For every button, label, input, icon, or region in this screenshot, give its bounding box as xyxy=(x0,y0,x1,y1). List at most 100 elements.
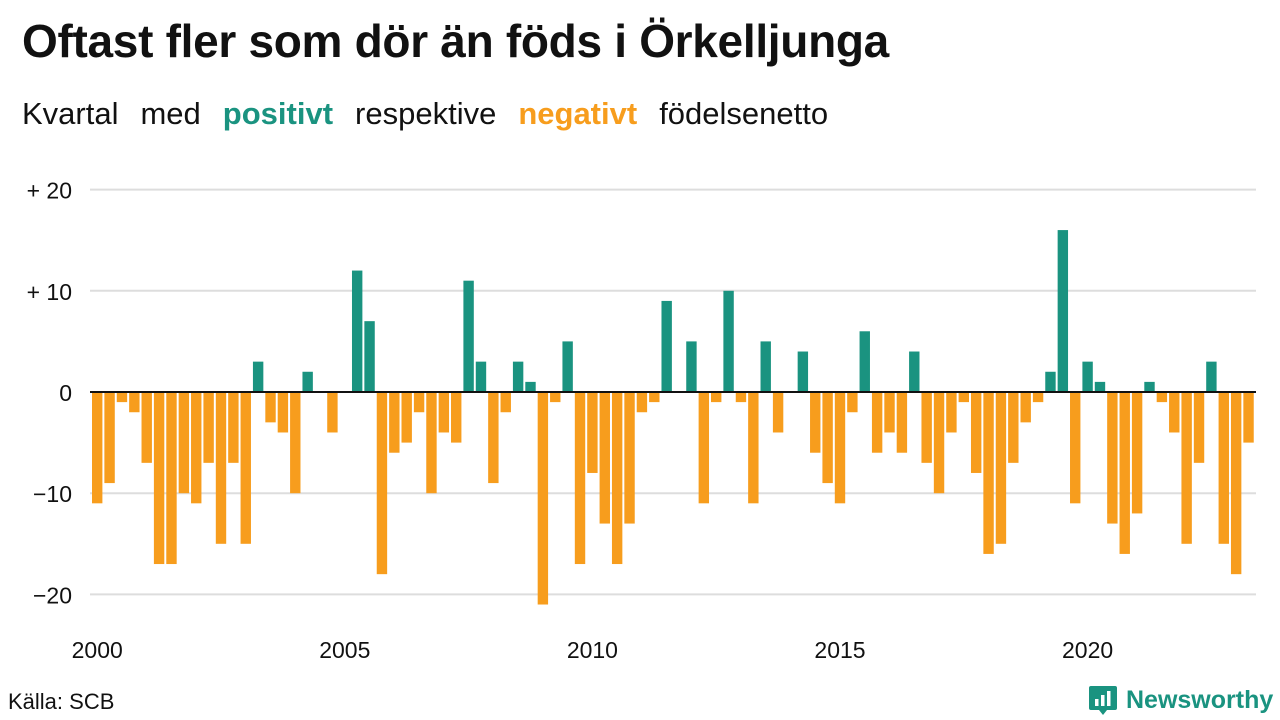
bar xyxy=(500,392,511,413)
y-axis-labels: + 20 + 10 0 −10 −20 xyxy=(27,178,72,609)
x-tick-label: 2005 xyxy=(319,637,370,663)
subtitle-negative-label: negativt xyxy=(518,96,638,131)
bar xyxy=(735,392,747,403)
bar xyxy=(1144,381,1155,392)
bar xyxy=(1107,392,1118,524)
bar xyxy=(995,392,1007,544)
bar xyxy=(884,392,895,433)
x-tick-label: 2020 xyxy=(1062,637,1113,663)
bar xyxy=(129,392,140,413)
bar xyxy=(265,392,276,423)
bar xyxy=(141,392,152,463)
x-tick-label: 2015 xyxy=(814,637,865,663)
chart-subtitle: Kvartal med positivt respektive negativt föde… xyxy=(22,96,850,132)
bar xyxy=(488,392,499,484)
source-note: Källa: SCB xyxy=(8,689,115,714)
bar xyxy=(946,392,957,433)
bar xyxy=(772,392,784,433)
bar xyxy=(240,392,251,544)
bar xyxy=(711,392,722,403)
newsworthy-brand-name: Newsworthy xyxy=(1126,685,1274,714)
bar xyxy=(277,392,289,433)
bars xyxy=(92,230,1254,605)
bar xyxy=(104,392,115,484)
bar xyxy=(1094,381,1106,392)
subtitle-word-respektive: respektive xyxy=(355,96,497,131)
y-tick-label: −20 xyxy=(33,582,72,608)
bar xyxy=(748,392,759,504)
newsworthy-logo-icon xyxy=(1089,686,1117,715)
x-tick-label: 2000 xyxy=(72,637,123,663)
bar xyxy=(364,321,375,392)
bar xyxy=(203,392,214,463)
bar xyxy=(1193,392,1205,463)
bar xyxy=(1082,361,1093,392)
bar xyxy=(661,300,672,392)
bar xyxy=(574,392,586,565)
bar xyxy=(1156,392,1168,403)
y-tick-label: 0 xyxy=(59,380,72,406)
subtitle-word-med: med xyxy=(140,96,201,131)
x-tick-label: 2010 xyxy=(567,637,618,663)
newsworthy-logo: Newsworthy xyxy=(1088,684,1273,716)
bar xyxy=(401,392,412,443)
subtitle-word-fodelsenetto: födelsenetto xyxy=(659,96,829,131)
y-tick-label: + 10 xyxy=(27,279,72,305)
bar xyxy=(463,280,474,392)
bar xyxy=(760,341,771,392)
bar xyxy=(1206,361,1217,392)
bar xyxy=(636,392,648,413)
bar xyxy=(698,392,710,504)
bar xyxy=(834,392,846,504)
bar xyxy=(92,392,103,504)
bar xyxy=(1131,392,1143,514)
bar xyxy=(191,392,202,504)
bar xyxy=(166,392,177,565)
bar xyxy=(376,392,388,575)
bar xyxy=(686,341,697,392)
bar xyxy=(983,392,994,554)
y-tick-label: + 20 xyxy=(27,178,72,204)
bar xyxy=(649,392,660,403)
bar xyxy=(921,392,932,463)
bar xyxy=(896,392,908,453)
bar xyxy=(599,392,610,524)
bar xyxy=(178,392,190,494)
bar xyxy=(871,392,883,453)
bar xyxy=(909,351,920,392)
bar xyxy=(933,392,945,494)
bar xyxy=(525,381,536,392)
bar xyxy=(1032,392,1044,403)
bar xyxy=(1243,392,1254,443)
bar xyxy=(1057,230,1069,392)
bar xyxy=(252,361,264,392)
x-axis-labels: 2000 2005 2010 2015 2020 xyxy=(72,637,1114,663)
bar xyxy=(1181,392,1192,544)
bar xyxy=(351,270,363,392)
bar xyxy=(1070,392,1081,504)
bar xyxy=(624,392,635,524)
subtitle-word-kvartal: Kvartal xyxy=(22,96,119,131)
bar xyxy=(413,392,425,413)
bar xyxy=(153,392,165,565)
bar xyxy=(327,392,338,433)
bar xyxy=(958,392,969,403)
bar xyxy=(562,341,573,392)
subtitle-positive-label: positivt xyxy=(222,96,334,131)
bar xyxy=(537,392,549,605)
bar xyxy=(822,392,833,484)
bar xyxy=(810,392,821,453)
bar xyxy=(1008,392,1019,463)
bar xyxy=(290,392,301,494)
bar xyxy=(512,361,524,392)
bar xyxy=(302,371,313,392)
bar xyxy=(215,392,227,544)
bar xyxy=(587,392,598,473)
bar xyxy=(1119,392,1130,554)
bar xyxy=(475,361,487,392)
chart-title: Oftast fler som dör än föds i Örkelljung… xyxy=(22,15,889,67)
bar xyxy=(1020,392,1031,423)
bar xyxy=(1218,392,1229,544)
bar xyxy=(859,331,870,392)
